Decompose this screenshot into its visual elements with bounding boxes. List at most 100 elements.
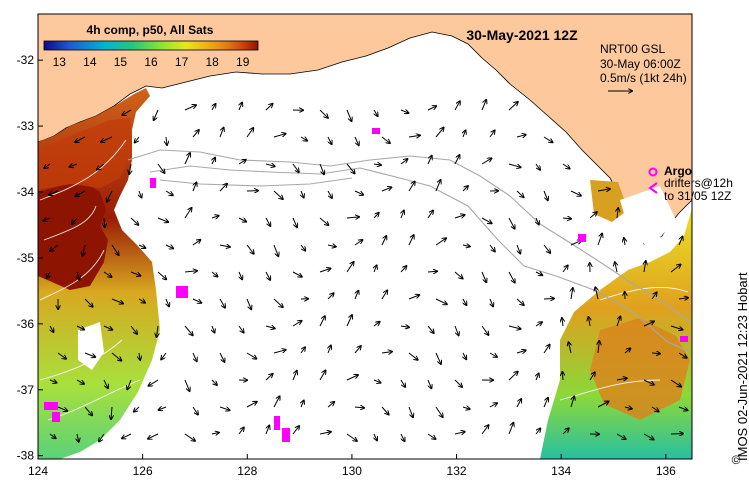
current-vector — [562, 372, 563, 381]
current-vector — [101, 136, 113, 142]
current-vector — [159, 407, 167, 410]
current-vector — [463, 352, 466, 359]
current-vector — [373, 380, 381, 383]
current-vector — [435, 180, 441, 192]
current-vector — [454, 155, 460, 165]
current-vector — [516, 350, 526, 353]
current-vector — [75, 136, 86, 142]
colorbar-gradient — [43, 40, 259, 51]
sst-hot-zone — [38, 118, 132, 190]
current-vector — [273, 134, 286, 138]
copyright-symbol: © — [732, 453, 741, 467]
current-vector — [678, 352, 687, 358]
current-vector — [104, 217, 105, 227]
current-vector — [535, 322, 542, 326]
current-vector — [107, 190, 113, 202]
current-vector — [327, 402, 334, 408]
lon-label: 136 — [656, 464, 676, 478]
current-vector — [165, 245, 173, 248]
model-info: NRT00 GSL 30-May 06:00Z 0.5m/s (1kt 24h) — [600, 42, 687, 91]
current-vector — [301, 190, 304, 198]
current-vector — [138, 299, 145, 303]
current-vector — [481, 217, 492, 223]
current-vector — [346, 433, 357, 441]
current-vector — [616, 317, 620, 327]
current-vector — [292, 371, 297, 381]
current-vector — [354, 407, 364, 408]
current-vector — [83, 244, 86, 256]
current-vector — [516, 135, 526, 137]
current-vector — [49, 380, 57, 383]
current-vector — [219, 245, 230, 247]
current-vector — [346, 375, 358, 381]
current-vector — [238, 217, 246, 222]
current-vector — [427, 211, 433, 219]
credit-container: IMOS 02-Jun-2021 12:23 Hobart — [717, 225, 749, 465]
drifter-track — [680, 336, 688, 342]
current-vector — [49, 433, 56, 438]
current-vector — [651, 406, 659, 412]
drifter-track — [52, 412, 60, 422]
current-vector — [598, 341, 599, 354]
current-vector — [617, 208, 618, 219]
colorbar-ticks: 13 14 15 16 17 18 19 — [53, 55, 250, 69]
current-vector — [239, 271, 242, 279]
current-vector — [238, 160, 246, 165]
current-vector — [516, 399, 521, 408]
current-vector — [265, 271, 270, 280]
current-vector — [381, 352, 392, 353]
current-vector — [238, 428, 244, 435]
current-vector — [319, 432, 331, 434]
drifter-track — [578, 234, 586, 242]
current-vector — [165, 190, 173, 195]
current-vector — [130, 271, 140, 276]
current-vector — [508, 217, 515, 229]
current-vector — [354, 291, 358, 300]
current-vector — [47, 271, 50, 278]
current-vector — [408, 182, 415, 192]
current-vector — [192, 240, 200, 246]
colorbar-tick-label: 15 — [114, 55, 128, 69]
current-vector — [678, 298, 688, 299]
current-vector — [246, 352, 256, 359]
current-vector — [400, 379, 405, 387]
current-vector — [508, 271, 515, 283]
colorbar-tick-label: 13 — [53, 55, 67, 69]
current-vector — [354, 346, 361, 354]
current-vector — [454, 379, 462, 387]
current-vector — [130, 325, 137, 334]
argo-legend: Argo drifters@12h to 31/05 12Z — [648, 164, 733, 203]
colorbar: 4h comp, p50, All Sats 13 14 15 16 17 18 19 — [43, 23, 259, 69]
colorbar-tick-label: 19 — [236, 55, 250, 69]
current-vector — [562, 163, 570, 169]
current-vector — [346, 262, 354, 273]
current-vector — [319, 316, 325, 327]
current-vector — [327, 293, 334, 300]
current-vector — [273, 190, 283, 199]
current-vector — [535, 163, 540, 170]
current-vector — [157, 217, 168, 222]
drifter-track — [274, 416, 280, 430]
current-vector — [490, 298, 493, 306]
current-vector — [184, 433, 195, 441]
drifter-track — [372, 128, 380, 134]
current-vector — [212, 104, 216, 111]
current-vector — [570, 190, 581, 196]
current-vector — [111, 244, 119, 255]
current-vector — [597, 402, 609, 408]
current-vector — [212, 325, 215, 333]
current-vector — [543, 398, 548, 408]
sst-warm-core — [38, 182, 108, 290]
current-vector — [192, 130, 199, 138]
current-vector — [489, 244, 495, 251]
scale-text: 0.5m/s (1kt 24h) — [600, 71, 687, 85]
current-vector — [374, 266, 377, 273]
current-vector — [454, 101, 460, 111]
current-vector — [481, 325, 488, 335]
current-vector — [543, 244, 550, 253]
current-vector — [57, 352, 66, 359]
current-vector — [570, 397, 574, 408]
current-vector — [44, 163, 51, 168]
current-vector — [127, 379, 132, 389]
